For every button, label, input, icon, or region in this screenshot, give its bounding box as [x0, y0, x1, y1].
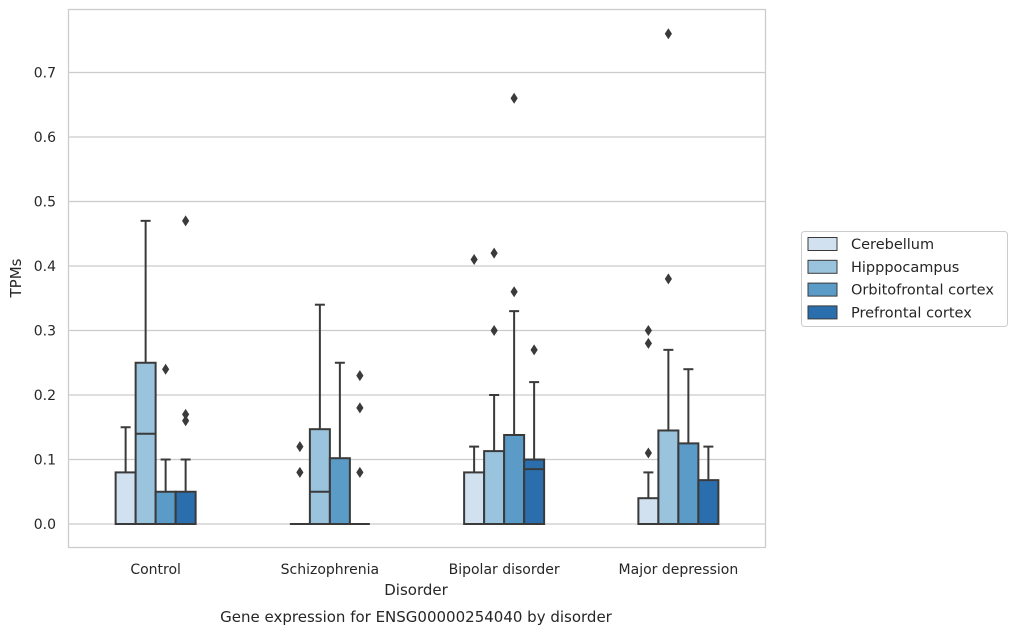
box-prefrontal-cortex: [523, 344, 546, 525]
box-body: [154, 490, 177, 525]
outlier-point: [470, 254, 478, 266]
outlier-point: [162, 363, 170, 375]
box-orbitofrontal-cortex: [677, 368, 700, 525]
box-hipppocampus: [134, 219, 157, 525]
box-prefrontal-cortex: [349, 370, 370, 525]
y-tick-label: 0.2: [34, 388, 56, 404]
y-axis-ticks: 0.0 0.1 0.2 0.3 0.4 0.5 0.6 0.7: [34, 66, 56, 534]
outlier-point: [490, 247, 498, 259]
outlier-point: [644, 337, 652, 349]
box-orbitofrontal-cortex: [503, 92, 526, 525]
box-prefrontal-cortex: [697, 445, 720, 526]
box-body: [483, 450, 506, 525]
box-orbitofrontal-cortex: [328, 361, 351, 525]
x-tick-label: Major depression: [619, 562, 739, 578]
box-body: [134, 361, 157, 525]
box-body: [503, 433, 526, 525]
box-body: [523, 458, 546, 525]
box-body: [677, 442, 700, 525]
outlier-point: [356, 370, 364, 382]
outlier-point: [644, 447, 652, 459]
box-hipppocampus: [657, 28, 680, 526]
y-tick-label: 0.0: [34, 517, 56, 533]
box-prefrontal-cortex: [174, 215, 197, 525]
outlier-point: [664, 273, 672, 285]
box-hipppocampus: [308, 303, 331, 525]
x-tick-label: Schizophrenia: [281, 562, 379, 578]
outlier-point: [356, 466, 364, 478]
box-body: [637, 497, 660, 526]
y-tick-label: 0.3: [34, 324, 56, 340]
outlier-point: [182, 415, 190, 427]
box-cerebellum: [463, 254, 486, 525]
outlier-point: [664, 28, 672, 40]
box-hipppocampus: [483, 247, 506, 525]
box-body: [328, 457, 351, 525]
box-orbitofrontal-cortex: [154, 363, 177, 525]
box-body: [657, 429, 680, 526]
y-tick-label: 0.4: [34, 259, 56, 275]
outlier-point: [530, 344, 538, 356]
outlier-point: [644, 325, 652, 336]
outlier-point: [182, 215, 190, 227]
box-cerebellum: [289, 441, 310, 525]
y-tick-label: 0.6: [34, 130, 56, 146]
box-body: [463, 471, 486, 525]
legend-label: Cerebellum: [851, 237, 934, 253]
legend-label: Prefrontal cortex: [851, 305, 972, 321]
legend-swatch: [807, 259, 838, 274]
legend-label: Hipppocampus: [851, 260, 959, 276]
x-axis-label: Disorder: [384, 581, 448, 599]
outlier-point: [490, 325, 498, 336]
y-tick-label: 0.5: [34, 195, 56, 211]
legend-swatch: [807, 237, 838, 251]
outlier-point: [510, 92, 518, 104]
outlier-point: [356, 402, 364, 414]
outlier-point: [182, 408, 190, 420]
y-tick-label: 0.7: [34, 66, 56, 82]
y-tick-label: 0.1: [34, 453, 56, 469]
box-body: [114, 471, 137, 525]
box-plot-marks: [114, 28, 720, 526]
legend: Cerebellum Hipppocampus Orbitofrontal cort…: [801, 231, 1008, 327]
x-tick-label: Control: [130, 562, 181, 578]
outlier-point: [296, 466, 304, 478]
legend-swatch: [807, 305, 838, 320]
x-axis-ticks: Control Schizophrenia Bipolar disorder Majo…: [130, 562, 738, 578]
box-body: [697, 479, 720, 526]
box-cerebellum: [114, 426, 137, 525]
outlier-point: [296, 441, 304, 453]
box-body: [174, 490, 197, 525]
legend-frame: [801, 231, 1008, 327]
box-body: [308, 428, 331, 525]
plot-frame: [67, 8, 767, 549]
x-tick-label: Bipolar disorder: [449, 562, 560, 578]
legend-swatch: [807, 282, 838, 297]
y-axis-label: TPMs: [7, 258, 25, 298]
outlier-point: [510, 286, 518, 298]
box-cerebellum: [637, 325, 660, 526]
figure-caption: Gene expression for ENSG00000254040 by d…: [220, 608, 613, 626]
legend-label: Orbitofrontal cortex: [851, 283, 994, 299]
